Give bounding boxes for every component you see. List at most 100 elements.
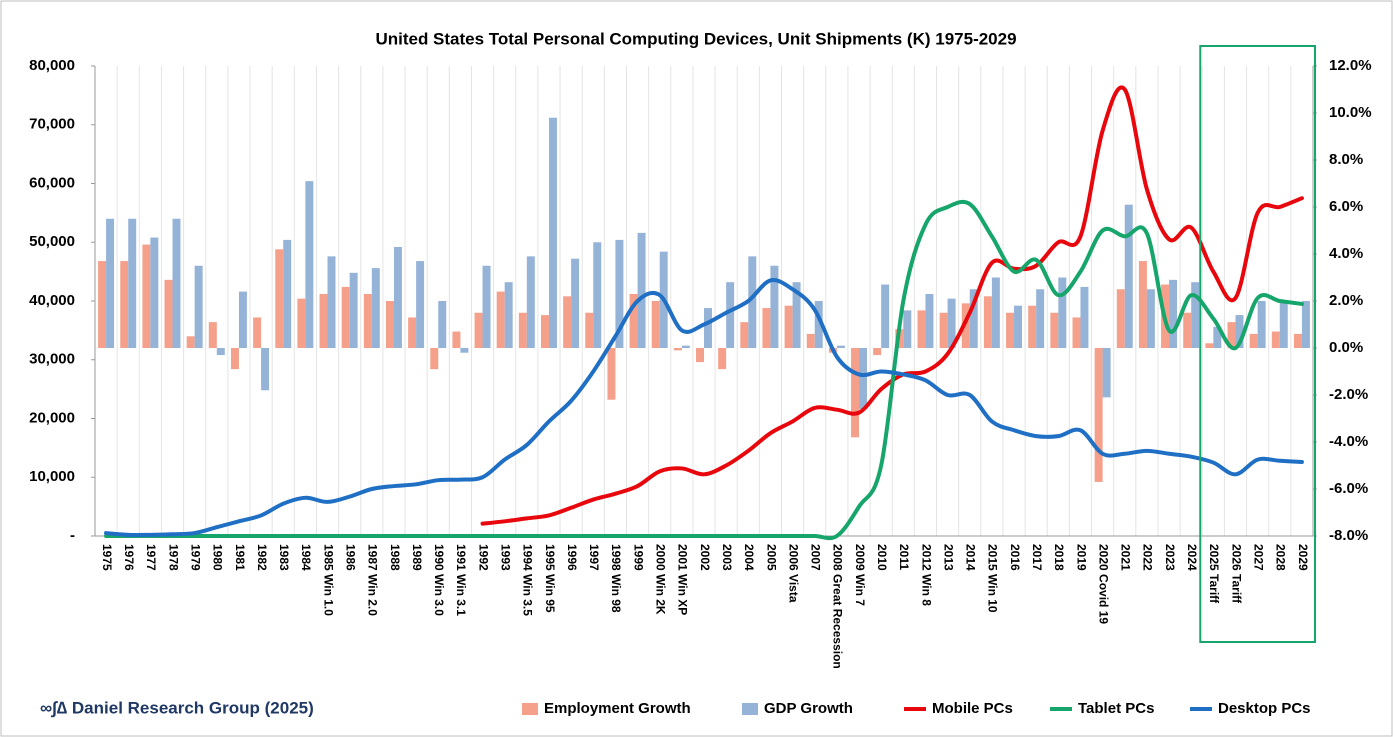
x-tick-label: 2025 Tariff (1207, 544, 1221, 604)
bar (1183, 312, 1192, 348)
bar (371, 268, 380, 348)
bar (836, 345, 845, 348)
bar (762, 308, 771, 348)
y2-tick-label: 0.0% (1329, 339, 1363, 356)
x-tick-label: 1979 (188, 544, 202, 571)
x-tick-label: 2018 (1052, 544, 1066, 571)
bar (504, 282, 513, 348)
bar (430, 348, 439, 370)
bar (629, 293, 638, 348)
bar (1006, 312, 1015, 348)
bar (238, 291, 247, 348)
legend-label: GDP Growth (764, 700, 853, 717)
bar (349, 272, 358, 348)
bar (1102, 348, 1111, 398)
legend-label: Mobile PCs (932, 700, 1013, 717)
bar (1169, 279, 1178, 348)
bar (393, 246, 402, 348)
bar (438, 301, 447, 348)
y2-tick-label: -2.0% (1329, 386, 1368, 403)
x-tick-label: 1981 (233, 544, 247, 571)
y-tick-label: - (70, 527, 75, 544)
x-tick-label: 2005 (764, 544, 778, 571)
x-tick-label: 1985 Win 1.0 (321, 544, 335, 616)
bar (341, 286, 350, 348)
bar (969, 289, 978, 348)
bar (208, 322, 217, 348)
x-tick-label: 2012 Win 8 (919, 544, 933, 606)
forecast-box (1199, 45, 1316, 643)
y-tick-label: 40,000 (29, 292, 75, 309)
x-tick-label: 1978 (166, 544, 180, 571)
bar (718, 348, 727, 370)
bar (726, 282, 735, 348)
x-tick-label: 2011 (897, 544, 911, 570)
legend-label: Employment Growth (544, 700, 691, 717)
bar (98, 261, 107, 348)
bar (593, 242, 602, 348)
bar (319, 293, 328, 348)
x-tick-label: 1987 Win 2.0 (366, 544, 380, 616)
bar (1293, 333, 1302, 348)
x-tick-label: 1990 Win 3.0 (432, 544, 446, 616)
bar (1227, 322, 1236, 348)
y-tick-label: 20,000 (29, 409, 75, 426)
x-tick-label: 1998 Win 98 (609, 544, 623, 613)
bar (947, 298, 956, 348)
bar (1058, 277, 1067, 348)
bar (1138, 261, 1147, 348)
y-tick-label: 60,000 (29, 174, 75, 191)
x-tick-label: 1996 (565, 544, 579, 571)
bar (1146, 289, 1155, 348)
bar (518, 312, 527, 348)
bar (585, 312, 594, 348)
bar (1191, 282, 1200, 348)
bar (297, 298, 306, 348)
bar (261, 348, 270, 391)
bar (474, 312, 483, 348)
x-tick-label: 1980 (211, 544, 225, 571)
bar (571, 258, 580, 348)
x-tick-label: 2026 Tariff (1229, 544, 1243, 604)
x-tick-label: 2006 Vista (786, 544, 800, 603)
bar (164, 279, 173, 348)
x-tick-label: 2015 Win 10 (986, 544, 1000, 613)
bar (983, 296, 992, 348)
y2-tick-label: 12.0% (1329, 57, 1372, 74)
y-tick-label: 50,000 (29, 233, 75, 250)
bar (1124, 204, 1133, 348)
y2-tick-label: -4.0% (1329, 433, 1368, 450)
bar (416, 261, 425, 348)
x-tick-label: 1984 (299, 544, 313, 571)
y2-tick-label: 4.0% (1329, 245, 1363, 262)
x-tick-label: 1983 (277, 544, 291, 571)
bar (607, 348, 616, 400)
bar (186, 336, 195, 348)
x-tick-label: 1997 (587, 544, 601, 571)
bar (806, 333, 815, 348)
bar (1014, 305, 1023, 348)
x-tick-label: 2009 Win 7 (853, 544, 867, 606)
y-tick-label: 80,000 (29, 57, 75, 74)
bar (784, 305, 793, 348)
bar (172, 218, 181, 348)
bar (748, 256, 757, 348)
bar (563, 296, 572, 348)
bar (230, 348, 239, 370)
x-tick-label: 2022 (1141, 544, 1155, 571)
bar (814, 301, 823, 348)
x-tick-label: 1995 Win 95 (543, 544, 557, 613)
bar (925, 293, 934, 348)
bar (770, 265, 779, 348)
x-tick-label: 1976 (122, 544, 136, 571)
bar (460, 348, 469, 353)
bar (526, 256, 535, 348)
bar (792, 282, 801, 348)
bar (637, 232, 646, 348)
bar (859, 348, 867, 410)
y-tick-label: 10,000 (29, 468, 75, 485)
x-tick-label: 1992 (476, 544, 490, 571)
x-tick-label: 2014 (964, 544, 978, 571)
